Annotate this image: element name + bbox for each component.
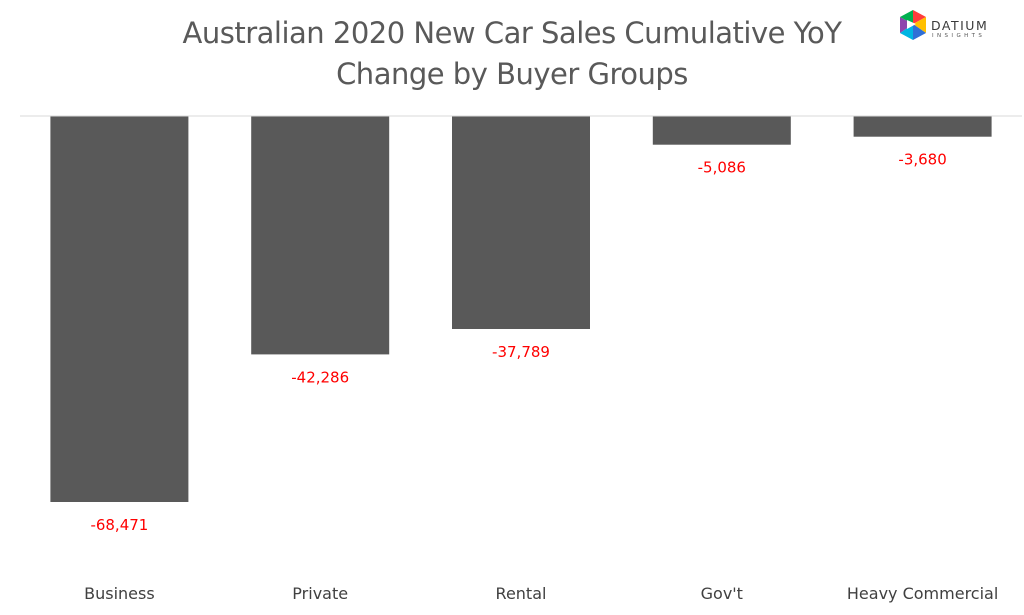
category-label: Business (84, 584, 155, 603)
logo-brand-text: DATIUM (931, 18, 989, 33)
data-label: -3,680 (898, 151, 946, 169)
data-labels-group: -68,471 -42,286 -37,789 -5,086 -3,680 (90, 151, 946, 534)
bar-business (50, 116, 189, 502)
data-label: -68,471 (90, 516, 148, 534)
data-label: -42,286 (291, 368, 349, 386)
data-label: -37,789 (492, 343, 550, 361)
category-label: Gov't (701, 584, 743, 603)
category-label: Private (292, 584, 348, 603)
logo-sub-text: INSIGHTS (932, 33, 986, 39)
chart-title-line-2: Change by Buyer Groups (336, 57, 688, 91)
bar-heavy-commercial (853, 116, 992, 137)
category-labels-group: Business Private Rental Gov't Heavy Commerci… (84, 584, 998, 603)
datium-logo-icon (900, 10, 926, 40)
bar-private (251, 116, 390, 355)
bars-group (50, 116, 992, 502)
bar-gov-t (652, 116, 791, 145)
datium-insights-logo: DATIUM INSIGHTS (898, 6, 1022, 52)
category-label: Rental (496, 584, 547, 603)
bar-rental (452, 116, 590, 329)
category-label: Heavy Commercial (847, 584, 998, 603)
data-label: -5,086 (698, 159, 746, 177)
chart-title-line-1: Australian 2020 New Car Sales Cumulative… (182, 16, 843, 50)
